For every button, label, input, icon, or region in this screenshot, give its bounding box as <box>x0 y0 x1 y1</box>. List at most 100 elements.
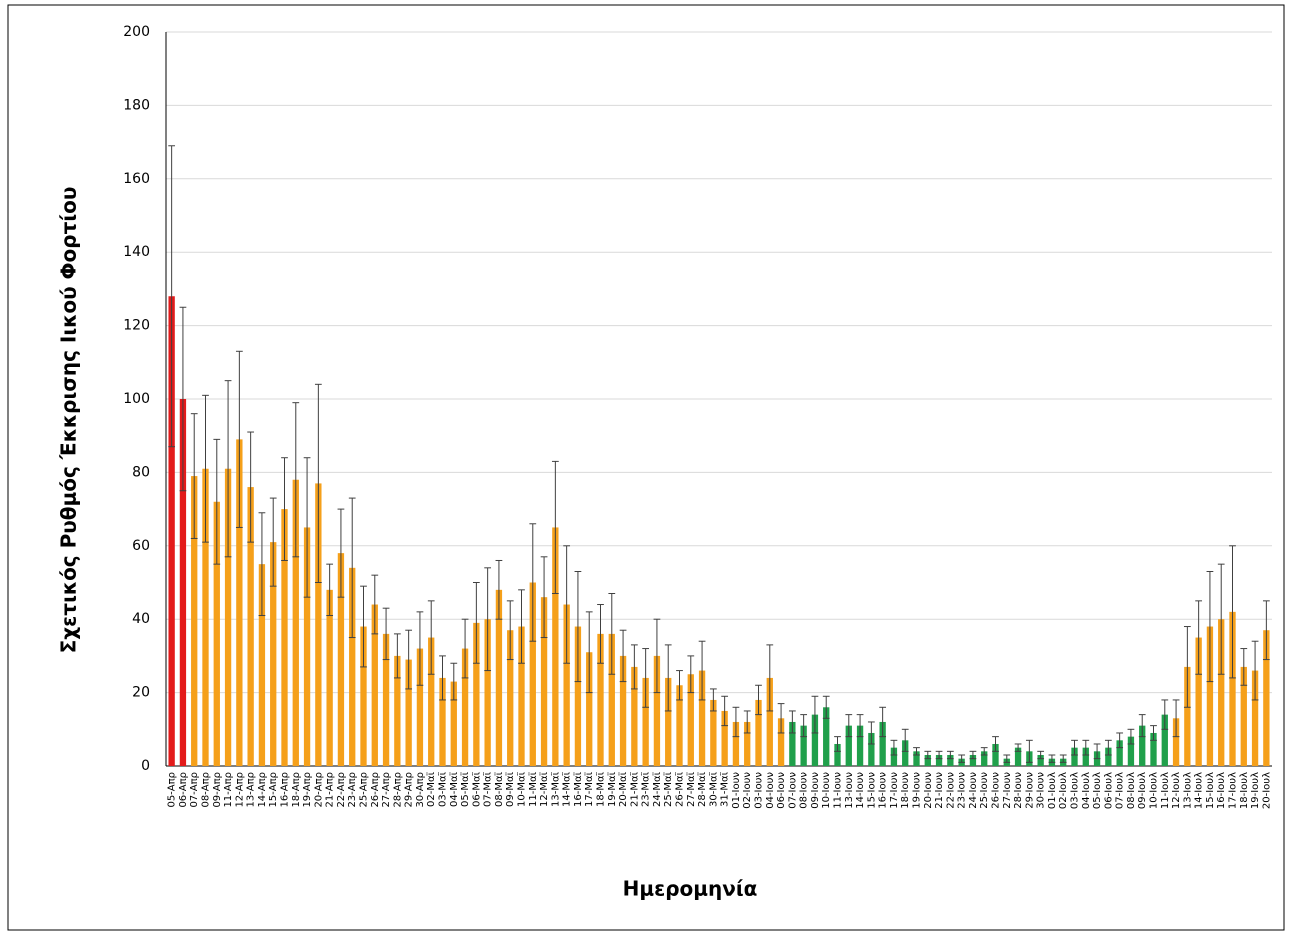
error-bar <box>574 570 582 683</box>
error-bar <box>472 582 480 664</box>
bar <box>439 677 446 766</box>
x-tick-label: 11-Ιουν <box>833 772 844 809</box>
error-bar <box>405 629 413 690</box>
x-tick-label: 09-Μαϊ <box>505 771 516 807</box>
error-bar <box>1116 732 1124 749</box>
y-tick-label: 160 <box>123 171 150 187</box>
x-tick-label: 18-Απρ <box>291 772 302 808</box>
error-bar <box>439 655 446 701</box>
error-bar <box>1262 600 1270 661</box>
x-tick-label: 15-Απρ <box>268 772 279 808</box>
error-bar <box>235 350 243 528</box>
error-bar <box>924 750 932 760</box>
error-bar <box>292 402 300 558</box>
y-tick-label: 200 <box>123 24 150 40</box>
bar <box>1139 725 1146 766</box>
bar <box>845 725 852 766</box>
y-tick-label: 100 <box>123 391 150 407</box>
x-tick-label: 16-Ιουλ <box>1216 772 1227 809</box>
x-tick-label: 24-Μαϊ <box>652 771 663 807</box>
error-bar <box>585 611 593 694</box>
bar <box>213 501 220 766</box>
bar <box>518 626 525 766</box>
x-tick-label: 02-Μαϊ <box>426 771 437 807</box>
bar <box>586 652 593 766</box>
x-tick-label: 07-Ιουν <box>787 772 798 809</box>
x-tick-label: 25-Μαϊ <box>663 771 674 807</box>
x-tick-label: 03-Ιουν <box>754 772 765 809</box>
error-bar <box>698 640 706 701</box>
error-bar <box>337 508 345 598</box>
bar <box>303 527 311 766</box>
x-tick-label: 08-Μαϊ <box>494 771 505 807</box>
bar <box>653 655 661 766</box>
bar <box>676 685 683 766</box>
x-tick-label: 27-Απρ <box>381 772 392 808</box>
y-tick-label: 180 <box>123 97 150 113</box>
x-tick-label: 11-Απρ <box>223 772 234 808</box>
chart-frame <box>7 4 1285 931</box>
x-tick-label: 29-Απρ <box>404 772 415 808</box>
error-bar <box>709 688 717 712</box>
error-bar <box>822 695 830 719</box>
error-bar <box>901 728 909 752</box>
x-tick-label: 23-Απρ <box>347 772 358 808</box>
bar <box>1105 747 1112 766</box>
x-tick-label: 07-Μαϊ <box>483 771 494 807</box>
bar <box>382 633 390 766</box>
bar <box>360 626 367 766</box>
error-bar <box>224 380 232 558</box>
x-tick-label: 05-Ιουλ <box>1092 772 1103 809</box>
x-tick-label: 01-Ιουλ <box>1047 772 1058 809</box>
x-tick-label: 22-Ιουν <box>945 772 956 809</box>
x-tick-label: 28-Ιουν <box>1013 772 1024 809</box>
x-tick-label: 13-Απρ <box>246 772 257 808</box>
bar <box>394 655 401 766</box>
bar <box>349 567 356 766</box>
bar <box>574 626 582 766</box>
bar <box>856 725 864 766</box>
x-tick-label: 21-Ιουν <box>934 772 945 809</box>
x-tick-label: 05-Μαϊ <box>460 771 471 807</box>
error-bar <box>506 600 514 661</box>
error-bar <box>1014 743 1022 752</box>
bar <box>270 542 277 766</box>
bar <box>428 637 435 766</box>
x-tick-label: 26-Μαϊ <box>675 771 686 807</box>
error-bar <box>1206 570 1214 683</box>
error-bar <box>777 703 785 734</box>
bar <box>879 721 886 766</box>
x-tick-label: 02-Ιουλ <box>1058 772 1069 809</box>
error-bar <box>879 706 887 738</box>
error-bar <box>258 512 266 617</box>
bar <box>1240 666 1247 766</box>
x-tick-label: 28-Απρ <box>392 772 403 808</box>
bar <box>800 725 807 766</box>
error-bar <box>630 644 638 690</box>
x-tick-label: 22-Απρ <box>336 772 347 808</box>
y-tick-label: 140 <box>123 244 150 260</box>
error-bar <box>416 611 424 686</box>
x-tick-label: 27-Μαϊ <box>686 771 697 807</box>
error-bar <box>1161 699 1169 730</box>
x-tick-label: 06-Μαϊ <box>471 771 482 807</box>
x-tick-label: 25-Ιουν <box>979 772 990 809</box>
bar <box>292 479 299 766</box>
x-tick-label: 06-Απρ <box>178 772 189 808</box>
error-bar <box>608 593 616 675</box>
bar <box>281 509 288 766</box>
bar <box>744 721 751 766</box>
bar <box>540 597 548 766</box>
error-bar <box>913 747 920 756</box>
x-tick-label: 13-Ιουν <box>844 772 855 809</box>
bar <box>168 296 175 766</box>
x-tick-label: 03-Ιουλ <box>1070 772 1081 809</box>
error-bar <box>427 600 435 675</box>
bar <box>247 487 254 766</box>
x-tick-label: 14-Ιουν <box>855 772 866 809</box>
x-tick-label: 18-Ιουν <box>900 772 911 809</box>
error-bar <box>1229 545 1236 679</box>
x-tick-label: 16-Απρ <box>280 772 291 808</box>
x-tick-label: 08-Ιουν <box>799 772 810 809</box>
x-tick-label: 21-Απρ <box>325 772 336 808</box>
